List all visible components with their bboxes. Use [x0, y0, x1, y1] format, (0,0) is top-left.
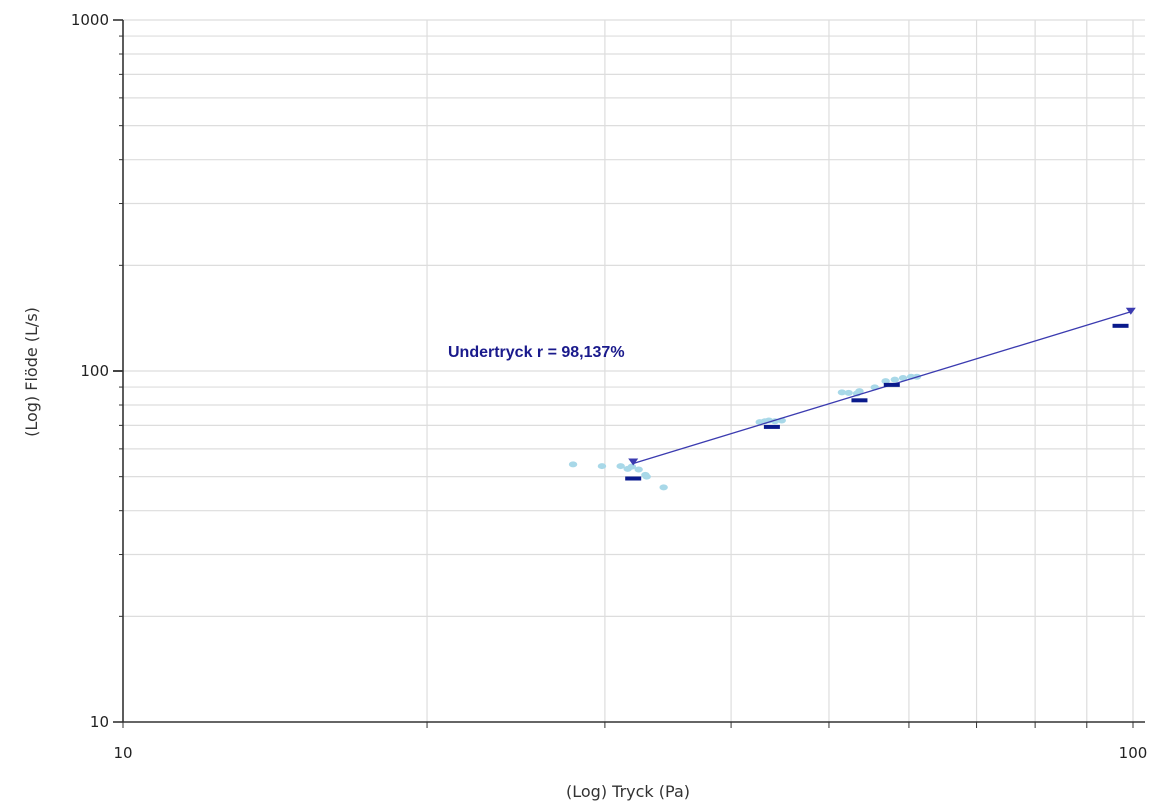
y-axis-title: (Log) Flöde (L/s)	[22, 307, 41, 437]
mean-marker	[1112, 323, 1129, 328]
mean-marker	[763, 424, 780, 429]
raw-point	[881, 378, 890, 385]
mean-marker	[851, 398, 868, 403]
y-tick-label: 10	[90, 713, 109, 731]
y-tick-label: 1000	[71, 11, 109, 29]
fit-line-start-marker	[628, 458, 639, 466]
x-axis-title: (Log) Tryck (Pa)	[566, 782, 690, 801]
x-tick-label: 10	[113, 744, 132, 762]
fit-line-end-marker	[1125, 307, 1136, 315]
axes	[113, 19, 1145, 728]
raw-point	[898, 375, 908, 382]
raw-point	[837, 389, 847, 396]
tick-labels: 10 100 10 100 1000	[71, 11, 1148, 762]
grid	[123, 19, 1145, 722]
raw-point	[568, 461, 578, 468]
raw-point	[659, 484, 668, 491]
raw-point	[890, 376, 900, 383]
raw-point	[642, 473, 651, 480]
raw-point	[844, 389, 853, 396]
raw-point	[855, 388, 864, 395]
raw-point	[616, 463, 625, 470]
raw-point	[627, 463, 637, 470]
raw-point	[634, 466, 643, 473]
data-marks	[568, 307, 1136, 491]
annotation-text: Undertryck r = 98,137%	[448, 344, 625, 361]
mean-marker	[625, 476, 642, 481]
y-tick-label: 100	[80, 362, 109, 380]
raw-point	[597, 463, 607, 470]
mean-marker	[883, 382, 900, 387]
x-tick-label: 100	[1119, 744, 1148, 762]
fit-line	[633, 311, 1131, 465]
